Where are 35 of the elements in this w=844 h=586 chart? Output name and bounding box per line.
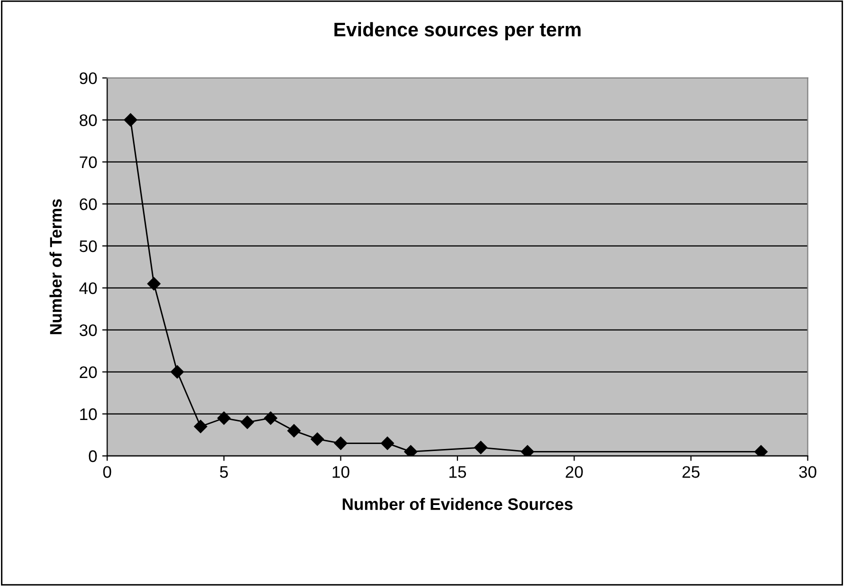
y-tick-label: 0 xyxy=(88,450,97,462)
y-tick-label: 60 xyxy=(80,198,97,210)
point xyxy=(334,436,348,450)
point xyxy=(264,412,278,425)
point xyxy=(217,412,231,425)
y-tick-label: 20 xyxy=(80,366,97,378)
chart-title: Evidence sources per term xyxy=(334,22,581,40)
x-tick-label: 30 xyxy=(799,466,816,478)
point xyxy=(287,424,301,438)
y-axis-title: Number of Terms xyxy=(50,199,62,334)
point xyxy=(194,420,208,434)
x-tick-label: 25 xyxy=(682,466,700,478)
y-tick-label: 90 xyxy=(80,72,97,84)
y-tick-label: 50 xyxy=(80,240,97,252)
x-tick-label: 5 xyxy=(220,466,228,478)
y-tick-label: 30 xyxy=(80,324,97,336)
x-tick-label: 20 xyxy=(566,466,583,478)
y-tick-label: 40 xyxy=(79,282,97,294)
x-axis-title: Number of Evidence Sources xyxy=(342,498,573,510)
y-tick-label: 10 xyxy=(80,408,97,420)
point xyxy=(380,436,394,450)
point xyxy=(147,277,160,290)
point xyxy=(124,113,138,127)
point xyxy=(474,440,488,454)
x-tick-label: 10 xyxy=(332,466,350,478)
point xyxy=(310,432,324,446)
point xyxy=(240,416,254,429)
y-tick-label: 70 xyxy=(80,156,97,168)
point xyxy=(520,445,534,456)
y-tick-label: 80 xyxy=(80,114,97,126)
point xyxy=(404,445,418,456)
x-tick-label: 15 xyxy=(449,466,466,478)
point xyxy=(754,445,768,456)
point xyxy=(170,365,184,379)
x-tick-label: 0 xyxy=(103,466,112,478)
